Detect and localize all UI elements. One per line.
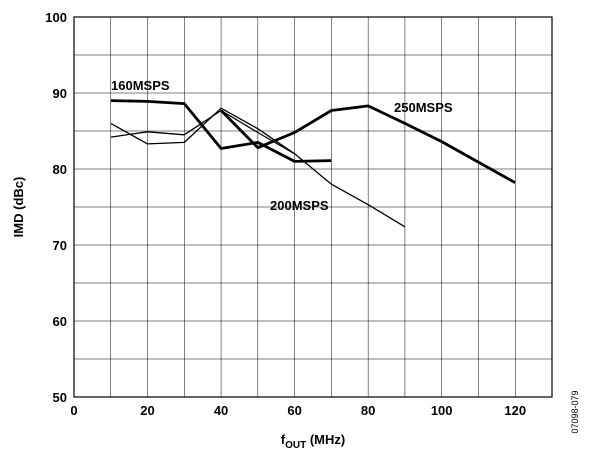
series-line-unlabeled-2 bbox=[110, 107, 406, 228]
series-line-250msps bbox=[220, 104, 516, 184]
series-label-200msps: 200MSPS bbox=[270, 198, 329, 213]
y-tick-label: 70 bbox=[53, 238, 67, 253]
y-tick-label: 90 bbox=[53, 86, 67, 101]
series-label-250msps: 250MSPS bbox=[394, 100, 453, 115]
figure-id: 07098-079 bbox=[570, 390, 580, 433]
series-lines bbox=[110, 99, 516, 228]
grid bbox=[74, 17, 552, 397]
x-tick-labels: 0 20 40 60 80 100 120 bbox=[70, 403, 526, 418]
y-tick-label: 80 bbox=[53, 162, 67, 177]
x-axis-label-unit: (MHz) bbox=[306, 432, 345, 447]
series-line-160msps bbox=[110, 99, 332, 163]
x-tick-label: 40 bbox=[214, 403, 228, 418]
plot-frame bbox=[73, 16, 553, 398]
x-tick-label: 20 bbox=[140, 403, 154, 418]
y-tick-labels: 50 60 70 80 90 100 bbox=[45, 10, 67, 405]
x-tick-label: 100 bbox=[431, 403, 453, 418]
x-tick-label: 0 bbox=[70, 403, 77, 418]
x-axis-label-subscript: OUT bbox=[285, 440, 306, 451]
series-label-160msps: 160MSPS bbox=[111, 78, 170, 93]
y-tick-label: 60 bbox=[53, 314, 67, 329]
x-axis-label: fOUT (MHz) bbox=[281, 432, 345, 451]
x-tick-label: 120 bbox=[504, 403, 526, 418]
y-axis-label: IMD (dBc) bbox=[11, 177, 26, 238]
x-tick-label: 80 bbox=[361, 403, 375, 418]
y-tick-label: 100 bbox=[45, 10, 67, 25]
x-tick-label: 60 bbox=[287, 403, 301, 418]
series-line-unlabeled-3 bbox=[110, 109, 295, 155]
x-axis-label-main: f bbox=[281, 432, 286, 447]
y-tick-label: 50 bbox=[53, 390, 67, 405]
